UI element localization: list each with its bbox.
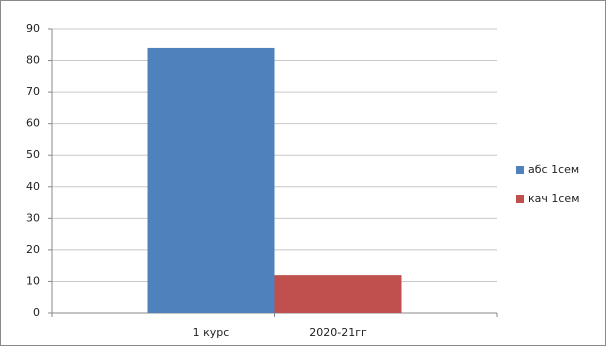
y-tick-label: 30 [26, 211, 40, 224]
x-tick-label: 1 курс [193, 326, 230, 339]
y-tick-label: 20 [26, 243, 40, 256]
y-tick-label: 10 [26, 274, 40, 287]
y-tick-label: 80 [26, 54, 40, 67]
y-tick-label: 60 [26, 117, 40, 130]
legend-swatch [516, 195, 524, 203]
legend-swatch [516, 166, 524, 174]
legend-label: абс 1сем [528, 163, 579, 176]
y-tick-label: 90 [26, 22, 40, 35]
x-tick-label: 2020-21гг [309, 326, 367, 339]
y-tick-label: 0 [33, 306, 40, 319]
y-tick-label: 70 [26, 85, 40, 98]
bar [147, 47, 275, 313]
bar [274, 275, 402, 313]
y-tick-label: 40 [26, 180, 40, 193]
legend-label: кач 1сем [528, 192, 580, 205]
y-tick-label: 50 [26, 148, 40, 161]
